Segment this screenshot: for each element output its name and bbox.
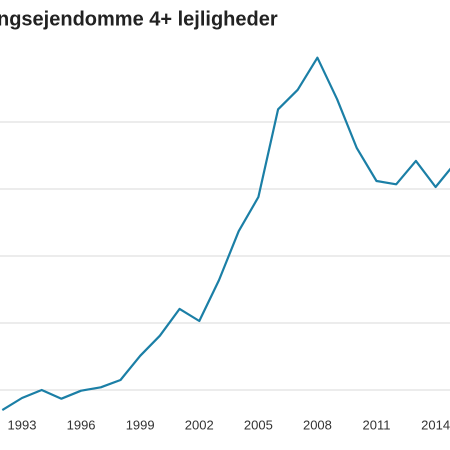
x-tick-label: 2002: [185, 417, 214, 432]
x-tick-label: 1996: [67, 417, 96, 432]
x-tick-label: 2008: [303, 417, 332, 432]
x-tick-label: 2005: [244, 417, 273, 432]
x-tick-label: 1999: [126, 417, 155, 432]
chart-title: ngsejendomme 4+ lejligheder: [0, 8, 278, 30]
x-tick-label: 2014: [421, 417, 450, 432]
x-tick-label: 2011: [363, 417, 391, 432]
data-line: [1, 56, 450, 412]
x-tick-label: 1993: [8, 417, 37, 432]
